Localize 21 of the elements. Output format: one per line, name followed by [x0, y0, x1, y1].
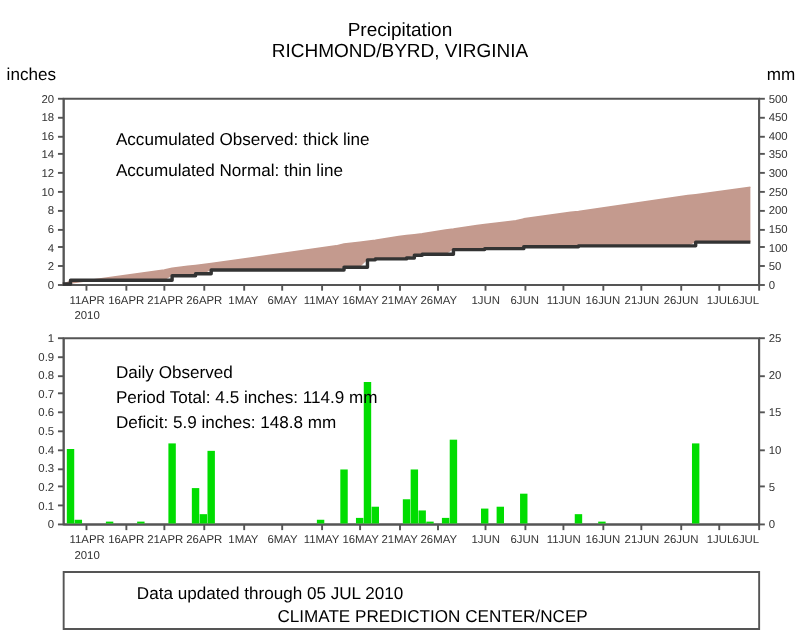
text: CLIMATE PREDICTION CENTER/NCEP — [277, 606, 589, 627]
text: Data updated through 05 JUL 2010 — [136, 583, 404, 604]
bar — [168, 443, 176, 524]
chart-title: Precipitation — [347, 20, 453, 43]
bar — [410, 469, 419, 524]
annotation: Accumulated Observed: thick line — [115, 129, 371, 150]
annotation: Daily Observed — [115, 362, 234, 383]
chart-subtitle: RICHMOND/BYRD, VIRGINIA — [271, 40, 530, 63]
y-axis-title: inches — [6, 63, 57, 84]
annotation: Accumulated Normal: thin line — [115, 159, 344, 180]
bar — [340, 469, 348, 524]
bar — [207, 450, 215, 524]
annotation: Deficit: 5.9 inches: 148.8 mm — [115, 411, 337, 432]
bar — [449, 439, 458, 524]
bar — [66, 448, 75, 524]
y2-axis-title: mm — [766, 63, 796, 84]
bar — [191, 488, 200, 524]
bar — [520, 493, 528, 524]
bar — [691, 443, 700, 524]
bar — [496, 506, 505, 524]
bar — [574, 514, 583, 524]
